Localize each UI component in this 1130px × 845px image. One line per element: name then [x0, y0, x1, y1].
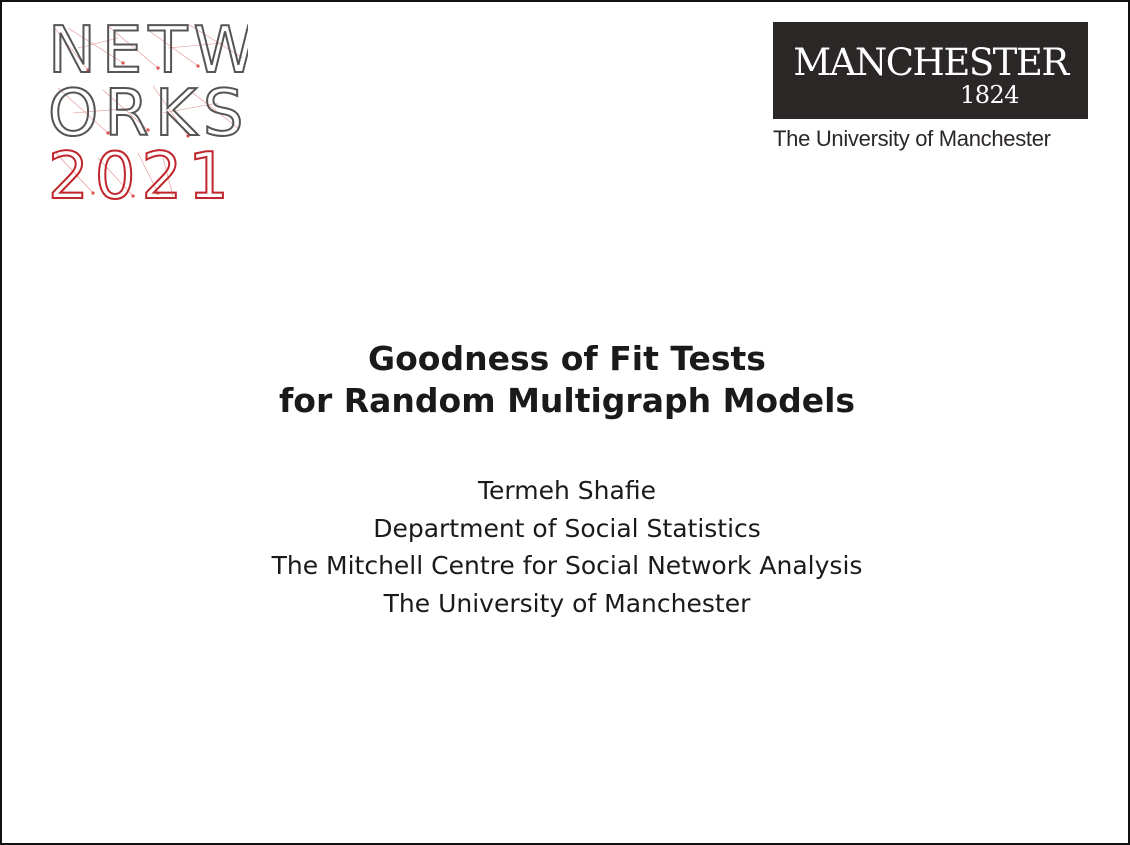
- presentation-title: Goodness of Fit Tests for Random Multigr…: [2, 338, 1130, 422]
- author-department: Department of Social Statistics: [373, 513, 761, 543]
- logo-line-1: NETW: [48, 18, 248, 88]
- author-info: Termeh Shafie Department of Social Stati…: [2, 472, 1130, 622]
- university-logo-caption: The University of Manchester: [773, 126, 1051, 151]
- logo-line-2: ORKS: [48, 77, 248, 151]
- networks-2021-logo: NETW ORKS 2021: [48, 18, 248, 203]
- author-centre: The Mitchell Centre for Social Network A…: [271, 551, 863, 580]
- title-line-2: for Random Multigraph Models: [278, 381, 856, 420]
- title-line-1: Goodness of Fit Tests: [368, 339, 766, 378]
- university-logo: MANCHESTER 1824 The University of Manche…: [773, 22, 1088, 152]
- university-logo-year: 1824: [959, 81, 1020, 109]
- university-logo-name: MANCHESTER: [793, 41, 1069, 84]
- logo-line-3: 2021: [48, 140, 235, 203]
- author-name: Termeh Shafie: [478, 476, 656, 505]
- university-logo-box: MANCHESTER 1824: [773, 22, 1088, 119]
- author-university: The University of Manchester: [383, 588, 751, 618]
- networks-2021-logo-graphic: NETW ORKS 2021: [48, 18, 248, 203]
